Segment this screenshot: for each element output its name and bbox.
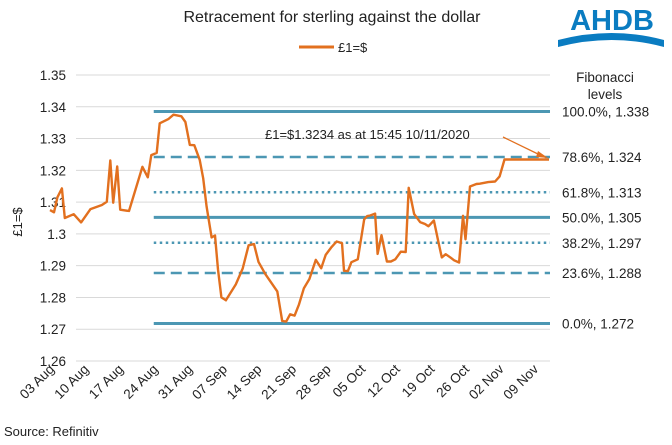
x-tick-label: 31 Aug xyxy=(155,362,195,402)
x-tick-label: 03 Aug xyxy=(17,362,57,402)
y-tick-label: 1.31 xyxy=(40,195,66,210)
x-tick-label: 05 Oct xyxy=(330,361,369,400)
x-tick-label: 19 Oct xyxy=(399,361,438,400)
fibonacci-levels: 100.0%, 1.338 78.6%, 1.324 61.8%, 1.313 50.… xyxy=(153,105,649,332)
y-tick-label: 1.27 xyxy=(40,322,66,337)
fibonacci-level-label: 100.0%, 1.338 xyxy=(562,105,649,120)
source-note: Source: Refinitiv xyxy=(4,424,99,439)
fibonacci-level-label: 0.0%, 1.272 xyxy=(562,317,634,332)
x-tick-label: 02 Nov xyxy=(466,361,507,402)
legend-label: £1=$ xyxy=(338,40,368,55)
fibonacci-heading-line2: levels xyxy=(588,87,623,102)
x-tick-label: 24 Aug xyxy=(121,362,161,402)
y-tick-label: 1.26 xyxy=(40,354,66,369)
x-tick-label: 14 Sep xyxy=(224,362,265,403)
legend: £1=$ xyxy=(299,40,368,55)
x-tick-label: 17 Aug xyxy=(86,362,126,402)
y-axis: 1.26 1.27 1.28 1.29 1.3 1.31 1.32 1.33 1.34 1.35 xyxy=(40,68,67,369)
y-axis-title: £1=$ xyxy=(10,207,25,237)
fibonacci-level-label: 23.6%, 1.288 xyxy=(562,266,642,281)
fibonacci-level-label: 38.2%, 1.297 xyxy=(562,236,642,251)
fibonacci-level-label: 78.6%, 1.324 xyxy=(562,150,642,165)
fibonacci-heading-line1: Fibonacci xyxy=(576,70,634,85)
x-tick-label: 26 Oct xyxy=(433,361,472,400)
y-tick-label: 1.34 xyxy=(40,100,67,115)
x-tick-label: 28 Sep xyxy=(293,362,334,403)
logo-swoosh xyxy=(558,33,664,47)
chart-title: Retracement for sterling against the dol… xyxy=(183,9,481,26)
x-tick-label: 09 Nov xyxy=(500,361,541,402)
y-tick-label: 1.32 xyxy=(40,163,66,178)
x-tick-label: 12 Oct xyxy=(364,361,403,400)
x-tick-label: 21 Sep xyxy=(258,362,299,403)
x-tick-label: 07 Sep xyxy=(189,362,230,403)
annotation-arrowhead xyxy=(536,151,548,158)
y-tick-label: 1.3 xyxy=(47,227,66,242)
annotation-text: £1=$1.3234 as at 15:45 10/11/2020 xyxy=(265,127,470,142)
y-tick-label: 1.28 xyxy=(40,290,66,305)
logo-text: AHDB xyxy=(570,5,654,37)
y-tick-label: 1.33 xyxy=(40,132,66,147)
fibonacci-level-label: 50.0%, 1.305 xyxy=(562,210,642,225)
annotation-arrow xyxy=(502,136,541,156)
series-line xyxy=(49,113,549,323)
y-tick-label: 1.35 xyxy=(40,68,66,83)
fibonacci-level-label: 61.8%, 1.313 xyxy=(562,185,642,200)
ahdb-logo: AHDB xyxy=(558,5,664,47)
y-tick-label: 1.29 xyxy=(40,259,66,274)
